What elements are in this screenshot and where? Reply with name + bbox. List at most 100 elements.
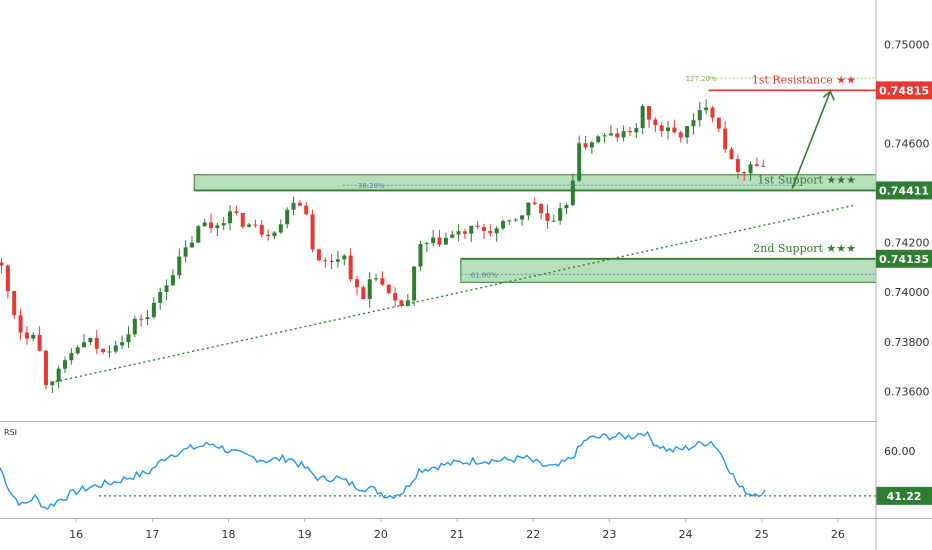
candle-body	[748, 164, 753, 174]
x-tick-label: 21	[450, 528, 464, 541]
candle-body	[602, 135, 607, 137]
candle-body	[24, 332, 29, 339]
x-tick-label: 26	[831, 528, 845, 541]
candle-body	[323, 260, 328, 262]
candle-body	[367, 279, 372, 300]
candle-body	[761, 165, 766, 167]
candle-body	[202, 222, 207, 227]
candle-body	[716, 117, 721, 129]
candle-body	[228, 211, 233, 224]
fib-127-label: 127.20%	[686, 75, 717, 83]
candle-body	[297, 202, 302, 206]
y-tick-label: 0.75000	[884, 39, 930, 52]
candle-body	[431, 237, 436, 244]
y-tick-label: 0.73600	[884, 385, 930, 398]
candle-body	[361, 287, 366, 300]
candle-body	[5, 265, 10, 292]
candle-body	[18, 315, 23, 333]
candle-body	[151, 302, 156, 318]
candle-body	[469, 225, 474, 234]
candle-body	[12, 291, 17, 316]
candle-body	[291, 202, 296, 210]
candle-body	[481, 226, 486, 231]
candle-body	[494, 228, 499, 234]
candle-body	[723, 128, 728, 150]
projection-arrow	[791, 91, 832, 189]
candle-body	[329, 260, 334, 262]
candle-body	[678, 132, 683, 138]
candle-body	[253, 224, 258, 226]
candle-body	[209, 222, 214, 229]
support-1-label: 1st Support ★★★	[757, 173, 856, 186]
candle-body	[374, 278, 379, 280]
candle-body	[418, 244, 423, 267]
candle-body	[520, 215, 525, 220]
candle-body	[583, 143, 588, 148]
candle-body	[126, 334, 131, 343]
candle-body	[710, 107, 715, 118]
candle-body	[94, 338, 99, 349]
candle-body	[259, 224, 264, 235]
candle-body	[113, 345, 118, 352]
support-2-label: 2nd Support ★★★	[753, 242, 856, 255]
candle-body	[342, 255, 347, 260]
candle-body	[348, 255, 353, 280]
candle-body	[754, 164, 759, 166]
candle-body	[221, 223, 226, 226]
candle-body	[63, 360, 68, 369]
candle-body	[37, 334, 42, 351]
candle-body	[247, 224, 252, 227]
candle-body	[685, 126, 690, 138]
candle-body	[526, 202, 531, 216]
y-tick-label: 0.73800	[884, 336, 930, 349]
candle-body	[120, 342, 125, 346]
resistance-1-label: 1st Resistance ★★	[752, 73, 856, 86]
candle-body	[88, 338, 93, 343]
candle-body	[691, 120, 696, 127]
candle-body	[355, 279, 360, 288]
candle-body	[704, 107, 709, 111]
y-tick-label: 0.74200	[884, 237, 930, 250]
rsi-value-tag: 41.22	[887, 490, 922, 503]
candle-body	[424, 243, 429, 245]
x-tick-label: 22	[526, 528, 540, 541]
candle-body	[56, 368, 61, 382]
candle-body	[132, 318, 137, 335]
candle-body	[240, 213, 245, 227]
y-tick-label: 0.74600	[884, 138, 930, 151]
candle-body	[158, 292, 163, 303]
candle-body	[50, 381, 55, 386]
candle-body	[564, 205, 569, 209]
candle-body	[310, 214, 315, 250]
x-tick-label: 16	[69, 528, 83, 541]
resistance-1-price-tag: 0.74815	[879, 84, 929, 97]
candle-body	[608, 133, 613, 136]
candle-body	[405, 300, 410, 306]
support-2-zone	[460, 258, 877, 283]
resistance-1-price-tag-bg	[876, 81, 932, 100]
candle-body	[43, 350, 48, 386]
support-1-price-tag: 0.74411	[879, 184, 929, 197]
candle-body	[475, 225, 480, 227]
candle-body	[177, 256, 182, 276]
candle-body	[697, 110, 702, 121]
arrow-head	[822, 90, 836, 101]
fib-38-label: 38.20%	[358, 182, 385, 190]
candle-body	[640, 106, 645, 129]
candle-body	[672, 127, 677, 133]
y-tick-label: 0.74000	[884, 286, 930, 299]
candle-body	[196, 226, 201, 243]
candle-body	[234, 211, 239, 214]
candle-body	[393, 293, 398, 301]
candle-body	[539, 204, 544, 214]
candle-body	[513, 219, 518, 221]
fib-61-label: 61.80%	[471, 271, 498, 279]
rsi-pane-title: RSI	[4, 428, 17, 437]
candle-body	[215, 225, 220, 229]
candle-body	[412, 266, 417, 301]
candle-body	[272, 232, 277, 237]
candle-body	[729, 149, 734, 160]
x-tick-label: 23	[602, 528, 616, 541]
candle-body	[0, 262, 4, 266]
